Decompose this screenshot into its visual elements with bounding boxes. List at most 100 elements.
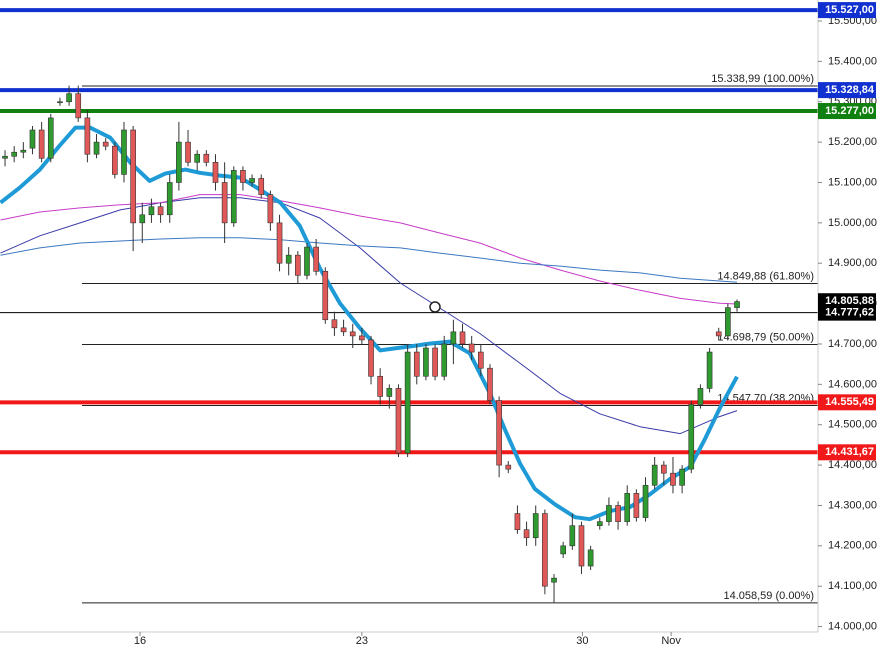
candle-body: [166, 182, 173, 216]
moving-average: [0, 197, 738, 435]
candle-body: [459, 331, 466, 345]
candle-body: [661, 464, 667, 474]
candle-body: [377, 375, 383, 397]
candle-body: [478, 351, 484, 369]
candle-body: [359, 335, 365, 341]
candle-body: [578, 525, 585, 567]
candle-body: [514, 513, 521, 530]
candle-body: [66, 93, 72, 103]
candle-body: [715, 331, 722, 337]
price-tag: [818, 444, 876, 461]
candle-body: [130, 129, 136, 224]
candle-body: [404, 351, 411, 454]
candle-body: [624, 493, 631, 522]
x-tick-label: 30: [576, 635, 588, 647]
candle-body: [450, 331, 457, 345]
candle-body: [304, 246, 310, 276]
candle-body: [423, 347, 429, 377]
candle-body: [75, 93, 82, 119]
candle-body: [267, 194, 274, 224]
price-tag-label: 14.555,49: [825, 396, 874, 408]
y-tick-label: 14.100,00: [828, 580, 877, 592]
candle-body: [157, 206, 164, 216]
x-tick-label: 16: [134, 635, 146, 647]
candle-body: [532, 513, 539, 539]
candle-body: [240, 170, 246, 183]
candle-body: [221, 182, 228, 224]
candle-body: [258, 178, 265, 195]
candle-body: [349, 331, 356, 337]
candle-body: [194, 153, 200, 163]
y-tick-label: 14.000,00: [828, 620, 877, 632]
candle-body: [569, 525, 576, 547]
candle-body: [93, 141, 100, 155]
candle-body: [670, 472, 676, 486]
candle-body: [47, 117, 54, 159]
candle-body: [84, 117, 91, 155]
candle-body: [542, 513, 548, 587]
moving-average: [0, 194, 738, 305]
candle-body: [441, 343, 448, 377]
candle-body: [523, 529, 530, 539]
candle-body: [139, 214, 146, 224]
y-tick-label: 15.400,00: [828, 55, 877, 67]
price-tag: [818, 394, 876, 411]
candle-body: [706, 351, 713, 389]
x-tick-label: Nov: [661, 635, 681, 647]
price-tag-label: 14.805,88: [825, 295, 874, 307]
candle-body: [230, 170, 237, 224]
candle-body: [57, 101, 63, 104]
candle-body: [148, 206, 155, 216]
candle-body: [276, 222, 283, 264]
candle-body: [176, 141, 182, 183]
candle-body: [734, 301, 740, 308]
candle-body: [413, 351, 420, 377]
y-tick-label: 14.500,00: [828, 419, 877, 431]
moving-average: [0, 237, 738, 283]
candle-body: [368, 339, 374, 377]
price-tag: [818, 103, 876, 120]
candle-body: [20, 149, 27, 153]
candle-body: [615, 505, 621, 522]
candle-body: [688, 404, 695, 470]
candle-body: [679, 468, 685, 486]
price-tag-label: 14.431,67: [825, 446, 874, 458]
price-tag-label: 15.277,00: [825, 105, 874, 117]
candle-body: [102, 141, 109, 147]
fib-label: 14.058,59 (0.00%): [723, 590, 814, 602]
candle-body: [11, 151, 17, 157]
y-tick-label: 14.300,00: [828, 499, 877, 511]
candle-body: [697, 388, 704, 405]
candle-body: [606, 505, 612, 522]
candle-body: [285, 254, 292, 264]
y-tick-label: 15.100,00: [828, 176, 877, 188]
marker: [429, 301, 441, 313]
y-tick-label: 14.900,00: [828, 257, 877, 269]
candle-body: [395, 388, 402, 454]
y-tick-label: 15.200,00: [828, 136, 877, 148]
candle-body: [505, 464, 512, 470]
candle-body: [112, 145, 118, 175]
candle-body: [38, 129, 45, 159]
candle-body: [331, 319, 338, 329]
y-tick-label: 14.600,00: [828, 378, 877, 390]
price-tag-label: 15.328,84: [825, 84, 875, 96]
candle-body: [560, 545, 566, 555]
candle-body: [487, 367, 493, 401]
price-tag: [818, 82, 876, 99]
candle-body: [313, 246, 319, 272]
candle-body: [725, 307, 731, 337]
candle-body: [587, 549, 594, 567]
candle-body: [185, 141, 191, 163]
candle-body: [295, 254, 301, 276]
y-tick-label: 14.200,00: [828, 540, 877, 552]
candle-body: [496, 400, 502, 466]
fib-label: 14.698,79 (50.00%): [717, 331, 814, 343]
candle-body: [340, 327, 347, 333]
candle-body: [633, 493, 640, 518]
plot-area: 15.338,99 (100.00%) 14.849,88 (61.80%) 14.…: [0, 8, 818, 604]
candle-body: [642, 484, 649, 518]
candle-body: [468, 343, 475, 353]
